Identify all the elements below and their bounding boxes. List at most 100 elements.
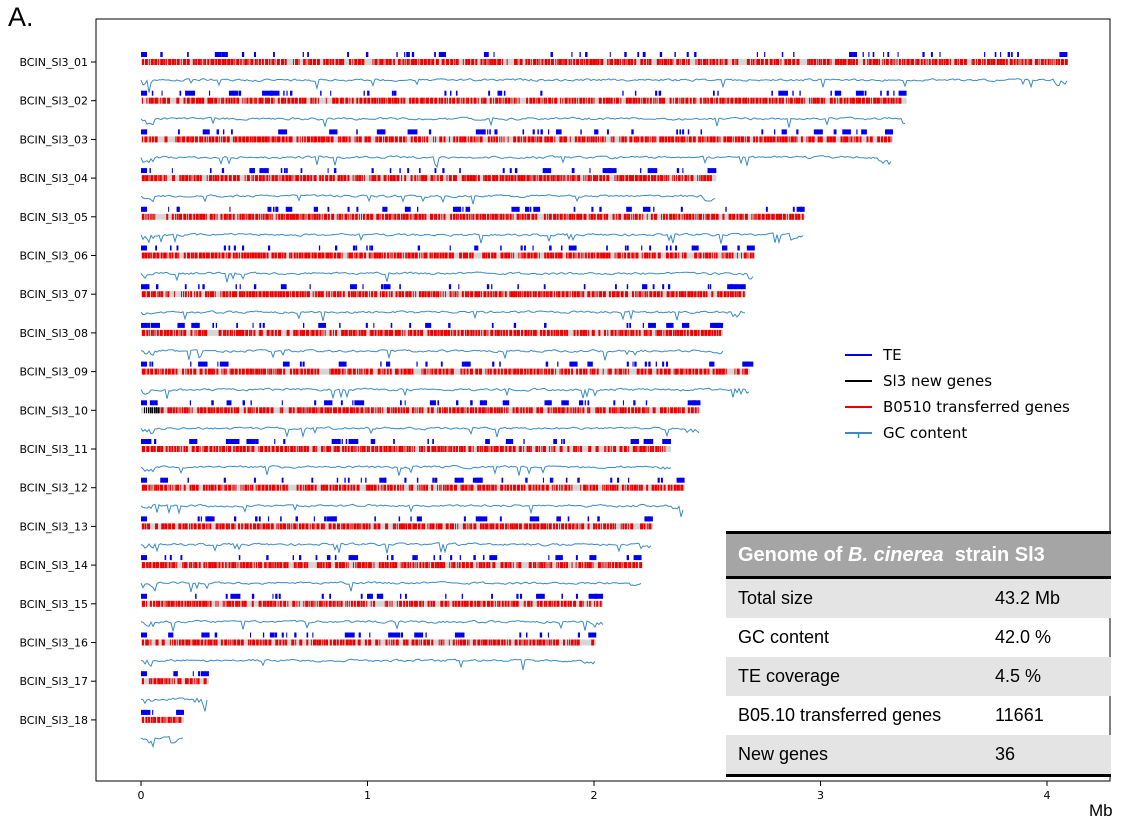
gene-mark [315,329,319,336]
table-row: Total size 43.2 Mb [726,577,1111,618]
gene-mark [458,562,461,569]
gene-mark [191,175,193,182]
gene-mark [539,407,543,414]
transferred-genes [142,562,643,569]
te-mark [491,593,493,599]
chromosome-bar [141,446,672,452]
gene-mark [339,291,342,298]
gene-mark [155,291,157,298]
gene-mark [746,136,750,143]
gene-mark [381,252,383,259]
te-mark [312,632,314,638]
te-mark [626,245,629,251]
gene-mark [210,484,214,491]
gene-mark [713,329,716,336]
gene-mark [436,291,438,298]
gene-mark [591,639,595,646]
gene-mark [551,446,553,452]
te-mark [861,129,867,135]
gene-mark [442,368,445,375]
gene-mark [407,252,411,259]
te-mark [489,129,491,135]
gene-mark [161,639,165,646]
gene-mark [716,97,719,104]
gene-mark [275,368,277,375]
gene-mark [187,291,189,298]
gene-mark [500,562,504,569]
gene-mark [155,484,158,491]
te-mark [416,361,418,367]
gene-mark [643,329,646,336]
te-mark [198,671,201,677]
gene-mark [158,407,160,414]
gene-mark [651,252,654,259]
gene-mark [455,59,459,65]
gene-mark [550,407,552,414]
te-mark [555,555,563,561]
gene-mark [493,97,495,104]
te-mark [345,439,348,444]
gene-mark [516,329,520,336]
gene-mark [412,291,414,298]
gene-mark [344,329,348,336]
gene-mark [388,213,392,220]
gene-mark [332,59,335,65]
gene-mark [165,291,167,298]
gene-mark [147,368,150,375]
te-marks [141,632,597,638]
gene-mark [218,97,220,104]
gene-mark [307,484,311,491]
gene-mark [1016,59,1019,65]
te-mark [595,593,604,599]
te-mark [622,90,624,96]
gene-mark [507,213,509,220]
gene-mark [214,368,216,375]
gene-mark [407,639,409,646]
gene-mark [241,368,245,375]
te-mark [329,593,332,599]
te-mark [411,52,415,57]
gene-mark [461,368,463,375]
gene-mark [608,97,611,104]
gene-mark [819,136,823,143]
gene-mark [607,562,610,569]
gene-mark [638,329,641,336]
gene-mark [790,136,794,143]
gene-mark [695,97,697,104]
te-mark [274,439,276,444]
gene-mark [235,446,239,452]
gene-mark [240,484,242,491]
gene-mark [208,136,211,143]
gene-mark [943,59,946,65]
gene-mark [1047,59,1050,65]
te-mark [269,632,275,638]
gene-mark [243,407,246,414]
gene-mark [667,136,671,143]
te-mark [195,593,197,599]
gene-mark [278,213,281,220]
gene-mark [423,523,426,530]
gene-mark [624,562,628,569]
gene-mark [170,716,172,723]
gene-mark [289,291,291,298]
gene-mark [374,291,378,298]
gene-mark [672,329,674,336]
gene-mark [245,329,247,336]
gene-mark [722,59,724,65]
gene-mark [315,407,318,414]
te-mark [632,361,634,367]
gene-mark [870,97,872,104]
gene-mark [355,562,357,569]
gene-mark [491,59,494,65]
gene-mark [515,291,518,298]
te-mark [463,516,466,522]
gene-mark [325,97,327,104]
table-row: GC content 42.0 % [726,618,1111,657]
gene-mark [308,600,310,607]
gene-mark [385,446,388,452]
chromosome-label: BCIN_Sl3_14 [19,559,88,572]
gene-mark [421,407,424,414]
gene-mark [274,600,277,607]
gene-mark [652,446,655,452]
gene-mark [400,562,402,569]
